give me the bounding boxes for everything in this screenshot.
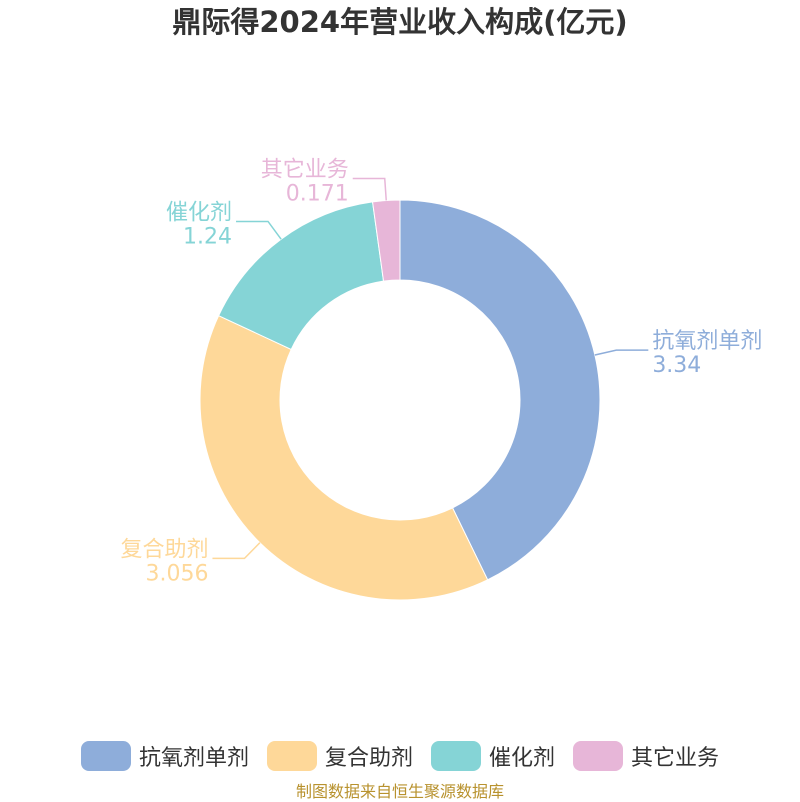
slice-label-other-business: 其它业务 — [261, 158, 349, 183]
legend-item-other-business[interactable]: 其它业务 — [573, 740, 719, 772]
legend-swatch-antioxidant — [80, 741, 131, 771]
legend-swatch-compound-additive — [266, 741, 317, 771]
legend-label-other-business: 其它业务 — [631, 746, 720, 771]
slice-label-catalyst: 催化剂 — [166, 200, 232, 225]
slice-value-catalyst: 1.24 — [183, 224, 232, 249]
slice-value-compound-additive: 3.056 — [145, 561, 208, 586]
chart-title: 鼎际得2024年营业收入构成(亿元) — [172, 5, 628, 39]
slice-value-antioxidant: 3.34 — [652, 353, 701, 378]
donut-slice-other-business[interactable] — [371, 199, 401, 282]
legend-swatch-other-business — [573, 741, 624, 771]
leader-line-other-business — [352, 177, 387, 201]
slice-value-other-business: 0.171 — [286, 182, 349, 207]
legend-item-compound-additive[interactable]: 复合助剂 — [266, 740, 413, 772]
donut-slice-antioxidant[interactable] — [399, 199, 601, 581]
legend-label-compound-additive: 复合助剂 — [324, 746, 413, 771]
legend-label-catalyst: 催化剂 — [489, 746, 556, 771]
legend-label-antioxidant: 抗氧剂单剂 — [138, 746, 249, 771]
legend-item-antioxidant[interactable]: 抗氧剂单剂 — [80, 740, 249, 772]
source-note: 制图数据来自恒生聚源数据库 — [295, 782, 504, 801]
slice-label-compound-additive: 复合助剂 — [120, 537, 208, 562]
legend-swatch-catalyst — [431, 741, 481, 771]
legend: 抗氧剂单剂 复合助剂 催化剂 其它业务 — [0, 736, 800, 776]
donut-slice-catalyst[interactable] — [217, 201, 385, 351]
leader-line-compound-additive — [212, 542, 261, 560]
leader-line-antioxidant — [594, 349, 649, 356]
legend-item-catalyst[interactable]: 催化剂 — [431, 740, 555, 772]
slice-label-antioxidant: 抗氧剂单剂 — [652, 329, 762, 354]
leader-line-catalyst — [236, 220, 282, 240]
donut-slice-compound-additive[interactable] — [199, 315, 489, 601]
